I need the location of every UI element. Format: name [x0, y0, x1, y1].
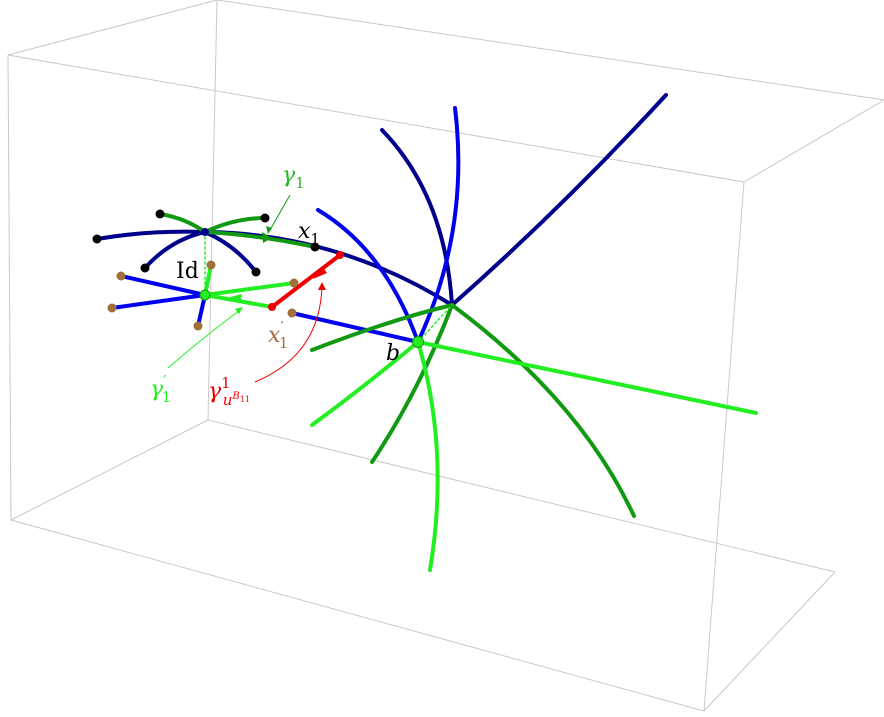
light-green-curve: [310, 340, 420, 427]
box-edge: [7, 54, 745, 183]
red-arrowhead: [313, 266, 327, 279]
light-green-spoke: [203, 281, 296, 297]
box-edge: [216, 0, 884, 101]
label-gamma-u-sub: u: [223, 391, 233, 409]
box-edge: [7, 54, 12, 521]
id-prime-point: [199, 289, 211, 301]
label-gamma1p-main: γ: [150, 377, 164, 402]
black-dot: [155, 209, 165, 219]
blue-spoke: [110, 293, 207, 310]
gamma1p-pointer-head: [235, 307, 243, 314]
dark-blue-arc: [95, 229, 207, 241]
box-edge: [10, 419, 209, 521]
gamma1-pointer: [269, 194, 291, 231]
label-gamma-u-main: γ: [208, 379, 222, 404]
light-green-curve: [416, 340, 440, 572]
label-x1p-main: x: [268, 323, 281, 348]
black-dot-x1: [310, 242, 320, 252]
label-x1-main: x: [298, 219, 311, 244]
box-edge: [703, 571, 836, 712]
dark-blue-arc: [143, 229, 258, 274]
box-edge: [743, 99, 884, 183]
annotation-arrows: [167, 194, 326, 383]
brown-dot-x1-prime: [287, 308, 297, 318]
light-green-arrowhead: [230, 294, 242, 303]
box-edge: [703, 181, 745, 712]
red-segment: [270, 253, 342, 309]
id-point: [201, 228, 209, 236]
green-curve: [310, 303, 454, 352]
box-edge: [207, 0, 218, 421]
blue-curve: [416, 106, 461, 344]
label-id: Id: [176, 259, 199, 284]
curves-through-b: [208, 93, 758, 572]
label-x1-prime: x′ 1: [268, 318, 288, 352]
dark-blue-curve: [380, 128, 454, 307]
brown-dot: [206, 260, 216, 270]
label-x1p-prime: ′: [280, 318, 284, 336]
blue-curve: [316, 208, 420, 344]
black-dot: [260, 213, 270, 223]
label-gamma1-prime: γ′ 1: [150, 372, 171, 406]
label-x1-sub: 1: [310, 230, 320, 248]
label-gamma-u-sup: 1: [221, 374, 231, 392]
green-curve: [370, 303, 454, 464]
label-b: b: [386, 341, 400, 366]
label-gamma1p-prime: ′: [163, 372, 167, 390]
gamma-u-pointer-head: [318, 282, 326, 290]
black-dot: [140, 263, 150, 273]
box-edge: [7, 0, 218, 56]
bounding-box: [7, 0, 884, 712]
b-point: [412, 336, 424, 348]
brown-dot: [116, 271, 126, 281]
green-arrowhead: [262, 232, 272, 243]
dotted-connector: [417, 304, 453, 343]
label-gamma1p-sub: 1: [162, 388, 172, 406]
gamma1p-pointer: [167, 309, 241, 369]
black-dot: [92, 234, 102, 244]
labels: Id x1 b γ1 γ′ 1 x′ 1 γ1 uB11: [150, 163, 400, 409]
label-gamma1-main: γ: [282, 163, 296, 188]
red-dot: [268, 303, 276, 311]
box-edge: [207, 419, 836, 573]
green-curve: [450, 303, 636, 518]
label-x1: x1: [298, 219, 320, 248]
light-green-line: [416, 340, 758, 415]
label-x1p-sub: 1: [279, 334, 289, 352]
label-gamma-u: γ1 uB11: [208, 374, 250, 409]
label-gamma1-sub: 1: [295, 174, 305, 192]
red-dot: [336, 251, 344, 259]
green-arc-to-x1: [203, 230, 317, 249]
brown-dot: [289, 278, 299, 288]
brown-dot: [107, 303, 117, 313]
blue-spoke: [119, 274, 207, 297]
gamma-u-pointer: [254, 285, 323, 383]
dark-blue-curve: [208, 93, 668, 308]
brown-dot: [193, 321, 203, 331]
label-gamma1: γ1: [282, 163, 305, 192]
endpoints: [92, 209, 424, 348]
label-gamma-u-subsup: B: [231, 391, 239, 402]
black-dot: [251, 267, 261, 277]
gamma1-pointer-head: [266, 226, 272, 234]
blue-line: [290, 311, 420, 344]
star-at-id: [95, 212, 342, 328]
label-gamma-u-subsubsup: 11: [240, 395, 250, 404]
box-edge: [10, 519, 705, 712]
curve-arrowheads: [230, 232, 327, 303]
